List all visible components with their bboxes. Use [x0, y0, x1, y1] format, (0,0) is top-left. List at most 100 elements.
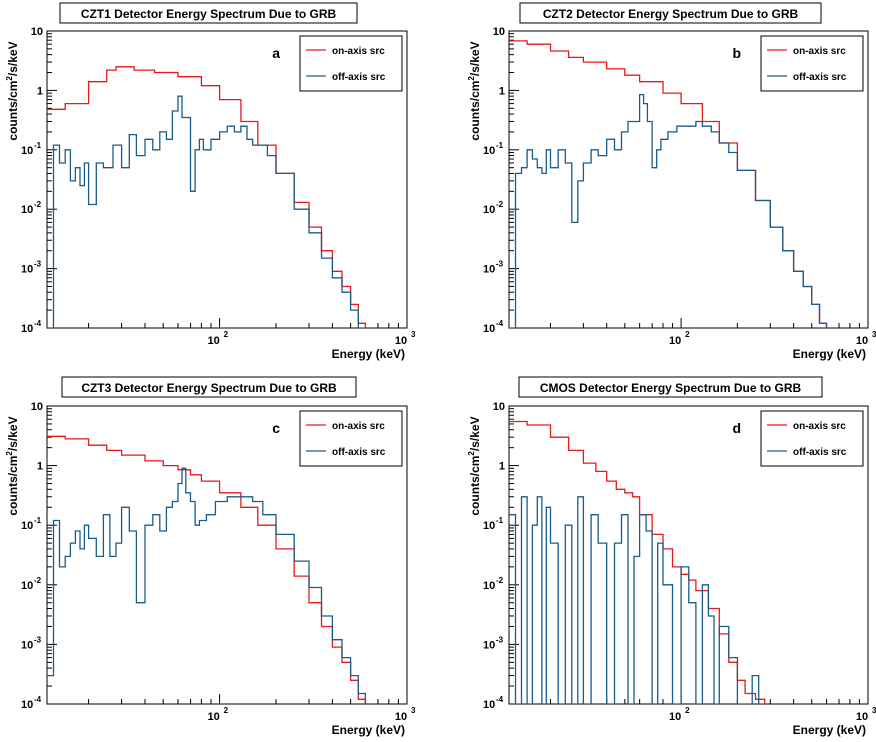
y-tick-label: 10 — [483, 520, 495, 532]
y-axis-label: counts/cm2/s/keV — [467, 416, 482, 515]
chart-title: CZT3 Detector Energy Spectrum Due to GRB — [81, 381, 337, 395]
y-tick-label-exponent: -2 — [34, 576, 42, 585]
legend-label: on-axis src — [332, 46, 385, 57]
panel-letter: d — [732, 420, 741, 436]
y-tick-label-exponent: -4 — [496, 695, 504, 704]
series-line-off-axis — [509, 496, 769, 704]
y-tick-label-exponent: -3 — [34, 635, 42, 644]
x-tick-label-exponent: 2 — [685, 330, 690, 339]
y-tick-label: 10 — [31, 401, 43, 413]
legend-box — [299, 35, 403, 92]
x-tick-label: 10 — [395, 335, 407, 347]
title-box — [519, 2, 822, 24]
y-tick-label: 10 — [483, 323, 495, 335]
x-tick-label-exponent: 3 — [872, 706, 876, 715]
y-tick-label: 1 — [37, 85, 43, 97]
y-tick-label: 10 — [483, 145, 495, 157]
chart-title: CZT2 Detector Energy Spectrum Due to GRB — [543, 7, 799, 21]
x-tick-label-exponent: 3 — [872, 330, 876, 339]
y-tick-label-exponent: -2 — [496, 200, 504, 209]
x-tick-label: 10 — [856, 335, 868, 347]
y-tick-label-exponent: -3 — [34, 260, 42, 269]
series-line-on-axis — [47, 66, 370, 328]
x-tick-label: 10 — [207, 711, 219, 723]
y-tick-label-exponent: -3 — [496, 260, 504, 269]
series-line-on-axis — [47, 435, 370, 704]
legend-label: off-axis src — [332, 447, 386, 458]
x-tick-label: 10 — [395, 711, 407, 723]
y-tick-label: 10 — [483, 204, 495, 216]
y-tick-label-exponent: -1 — [496, 516, 504, 525]
chart-panel-d: CMOS Detector Energy Spectrum Due to GRB… — [467, 376, 876, 737]
chart-panel-b: CZT2 Detector Energy Spectrum Due to GRB… — [467, 2, 876, 361]
y-tick-label: 10 — [21, 204, 33, 216]
y-tick-label-exponent: -1 — [34, 141, 42, 150]
y-tick-label: 10 — [493, 401, 505, 413]
y-tick-label: 10 — [21, 264, 33, 276]
y-tick-label: 1 — [499, 85, 505, 97]
chart-title: CZT1 Detector Energy Spectrum Due to GRB — [81, 7, 337, 21]
y-tick-label: 10 — [31, 26, 43, 38]
series-line-on-axis — [509, 420, 769, 704]
y-tick-label: 10 — [483, 264, 495, 276]
legend-label: off-axis src — [793, 72, 847, 83]
plot-frame — [46, 405, 408, 705]
legend-box — [760, 35, 864, 92]
legend-label: on-axis src — [793, 46, 846, 57]
legend-label: off-axis src — [332, 72, 386, 83]
y-tick-label: 10 — [483, 580, 495, 592]
legend-box — [299, 410, 403, 467]
x-axis-label: Energy (keV) — [332, 723, 405, 737]
series-group — [47, 435, 370, 704]
x-tick-label: 10 — [207, 335, 219, 347]
chart-panel-c: CZT3 Detector Energy Spectrum Due to GRB… — [5, 376, 416, 737]
plot-frame — [46, 30, 408, 329]
legend-label: on-axis src — [332, 421, 385, 432]
plot-frame — [508, 405, 869, 705]
y-tick-label-exponent: -2 — [496, 576, 504, 585]
x-axis-label: Energy (keV) — [793, 347, 866, 361]
y-tick-label: 10 — [21, 145, 33, 157]
x-tick-label-exponent: 2 — [224, 706, 229, 715]
series-line-off-axis — [47, 95, 370, 328]
x-tick-label: 10 — [856, 711, 868, 723]
panel-letter: a — [272, 45, 280, 61]
y-tick-label: 10 — [21, 520, 33, 532]
x-tick-label: 10 — [669, 711, 681, 723]
y-tick-label: 10 — [21, 639, 33, 651]
y-tick-label-exponent: -2 — [34, 200, 42, 209]
x-tick-label-exponent: 3 — [411, 330, 416, 339]
y-tick-label-exponent: -4 — [34, 319, 42, 328]
y-axis-label: counts/cm2/s/keV — [5, 41, 20, 140]
chart-panel-a: CZT1 Detector Energy Spectrum Due to GRB… — [5, 2, 416, 361]
panel-letter: c — [272, 420, 280, 436]
series-line-off-axis — [47, 467, 370, 704]
legend-label: off-axis src — [793, 447, 847, 458]
y-axis-label: counts/cm2/s/keV — [5, 416, 20, 515]
x-tick-label-exponent: 2 — [224, 330, 229, 339]
y-tick-label-exponent: -1 — [496, 141, 504, 150]
y-axis-label: counts/cm2/s/keV — [467, 41, 482, 140]
y-tick-label: 10 — [483, 639, 495, 651]
series-group — [47, 66, 370, 328]
legend-box — [760, 410, 864, 467]
x-axis-label: Energy (keV) — [793, 723, 866, 737]
series-line-off-axis — [509, 93, 831, 328]
y-tick-label: 1 — [499, 461, 505, 473]
y-tick-label-exponent: -4 — [496, 319, 504, 328]
y-tick-label: 10 — [21, 699, 33, 711]
title-box — [59, 2, 358, 24]
panel-letter: b — [732, 45, 741, 61]
plot-frame — [508, 30, 869, 329]
y-tick-label: 10 — [483, 699, 495, 711]
series-group — [509, 40, 831, 328]
chart-title: CMOS Detector Energy Spectrum Due to GRB — [540, 381, 802, 395]
y-tick-label: 10 — [21, 323, 33, 335]
y-tick-label-exponent: -3 — [496, 635, 504, 644]
series-group — [509, 420, 769, 704]
y-tick-label-exponent: -4 — [34, 695, 42, 704]
x-axis-label: Energy (keV) — [332, 347, 405, 361]
title-box — [61, 376, 357, 398]
y-tick-label: 1 — [37, 461, 43, 473]
